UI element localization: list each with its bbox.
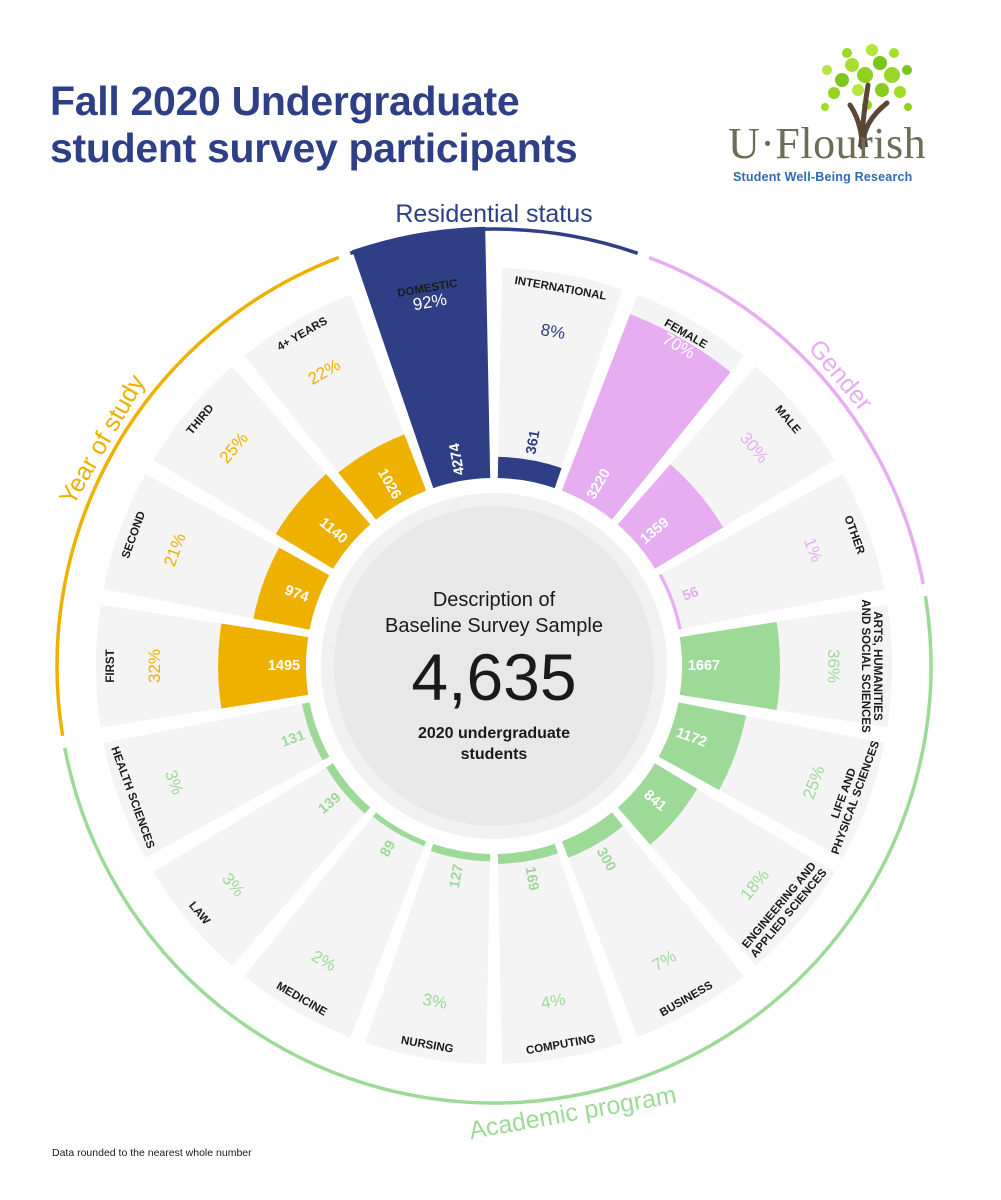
center-fill [334,506,654,826]
segment-background [244,812,427,1038]
value-label-arts-humanities-and-social-sciences: 1667 [688,658,720,674]
bar-medicine [372,812,427,847]
logo-wordmark: U·Flourish [728,119,927,168]
percent-label-nursing: 3% [421,990,449,1013]
percent-label-international-line: 8% [539,320,567,343]
bar-second [253,547,330,630]
category-label-arts-humanities-and-social-sciences-line: ARTS, HUMANITIES [871,611,883,721]
bar-law [326,763,371,814]
value-label-other: 56 [680,584,701,605]
group-label-residential-status: Residential status [395,200,592,228]
center-line-1: Description of [433,589,556,611]
value-label-domestic: 4274 [447,442,468,477]
footnote: Data rounded to the nearest whole number [52,1147,252,1159]
center-sub-1: 2020 undergraduate [418,725,570,742]
bar-other [658,573,682,630]
segment-other: 561% OTHER [658,473,885,630]
segment-medicine: 892%MEDICINE [244,812,427,1038]
segment-background [153,763,371,966]
group-label-residential-status-line: Residential status [395,200,592,228]
value-label-first: 1495 [268,658,300,674]
bar-computing [497,843,558,864]
bar-engineering-and-applied-sciences [617,763,698,845]
value-label-second: 974 [283,583,311,606]
group-label-gender-line: Gender [803,334,878,416]
value-label-computing: 169 [522,865,542,892]
percent-label-computing-line: 4% [539,990,567,1013]
bar-male [617,464,724,569]
category-label-first-line: FIRST [105,649,117,682]
page-title: Fall 2020 Undergraduate student survey p… [50,78,578,172]
center-line-2: Baseline Survey Sample [385,615,603,637]
arc-gender [648,255,925,585]
bar-arts-humanities-and-social-sciences [679,621,781,711]
bar-domestic [352,226,491,489]
page-title-line-1: Fall 2020 Undergraduate [50,78,520,124]
segment-background [497,268,623,489]
segment-background [103,702,330,859]
bar-third [275,473,371,569]
segment-background [561,812,744,1038]
percent-label-first-line: 32% [145,649,164,683]
segment-background [658,473,885,630]
bar-health-sciences [301,702,330,761]
segment-first: 1495 32% FIRST [95,604,309,728]
percent-label-computing: 4% [539,990,567,1013]
bar-female [561,314,731,520]
category-label-arts-humanities-and-social-sciences: ARTS, HUMANITIESAND SOCIAL SCIENCES [859,599,883,733]
percent-label-international: 8% [539,320,567,343]
group-label-academic-program-line: Academic program [467,1081,678,1145]
group-label-gender: Gender [803,334,878,416]
group-label-academic-program: Academic program [467,1081,678,1145]
bar-first [218,623,309,709]
bar-life-and-physical-sciences [658,702,747,790]
value-label-health-sciences: 131 [279,727,307,750]
group-label-year-of-study: Year of study [54,370,151,510]
category-label-first: FIRST [105,649,117,682]
center-sub-2: students [461,746,528,763]
tree-canopy [821,44,912,111]
arc-year-of-study [55,255,340,737]
logo-tagline: Student Well-Being Research [733,170,913,184]
percent-label-nursing-line: 3% [421,990,449,1013]
category-segments: 427492%DOMESTIC3618%INTERNATIONAL322070%… [95,226,892,1064]
category-label-arts-humanities-and-social-sciences-line: AND SOCIAL SCIENCES [859,599,871,733]
segment-arts-humanities-and-social-sciences: 1667 36% ARTS, HUMANITIESAND SOCIAL SCIENC… [679,599,892,733]
segment-background [365,843,491,1064]
bar-4-years [338,434,427,520]
bar-nursing [430,843,491,862]
bar-international [497,456,562,489]
value-label-nursing: 127 [447,863,467,890]
value-label-international: 361 [523,429,543,456]
center-total: 4,635 [411,640,576,714]
arc-academic-program [63,595,933,1105]
center-disc: Description of Baseline Survey Sample 4,… [321,493,667,839]
page-title-line-2: student survey participants [50,125,578,171]
value-label-medicine: 89 [377,838,399,860]
tree-logo-icon [821,44,912,150]
percent-label-first: 32% [145,649,164,683]
group-label-year-of-study-line: Year of study [54,370,151,510]
percent-label-arts-humanities-and-social-sciences: 36% [824,649,843,683]
bar-business [561,812,623,858]
segment-background [497,843,623,1064]
percent-label-arts-humanities-and-social-sciences-line: 36% [824,649,843,683]
